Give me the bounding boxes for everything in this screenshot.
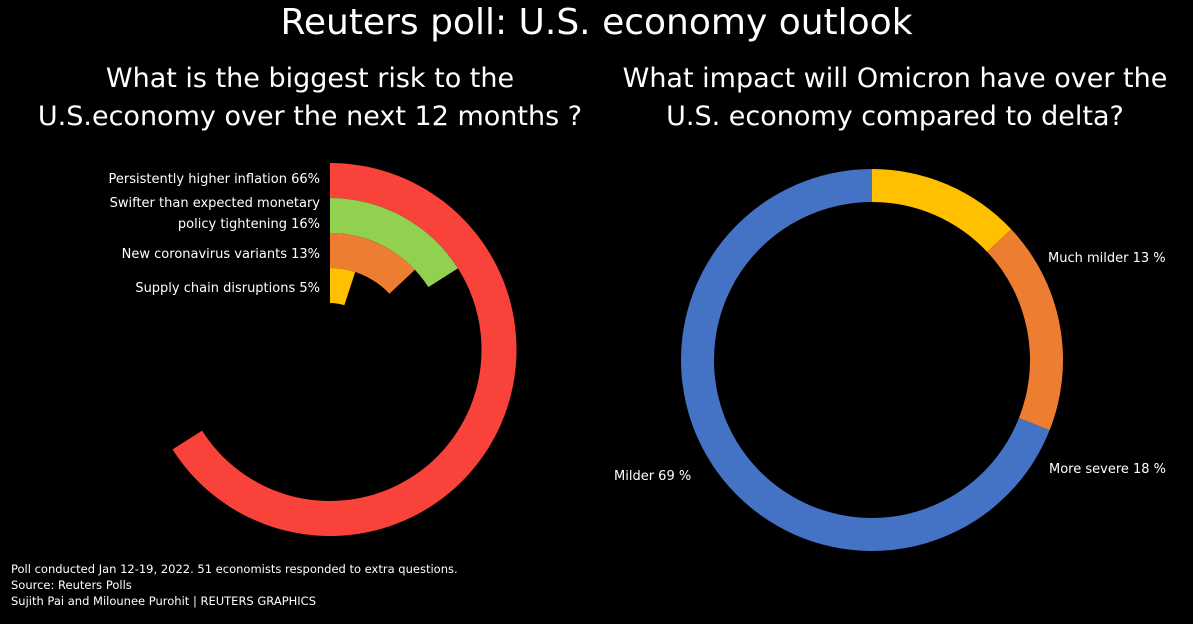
radial-bar-supply-chain-disruptions — [330, 268, 356, 306]
label-monetary-line2: policy tightening 16% — [178, 217, 320, 232]
main-title: Reuters poll: U.S. economy outlook — [280, 2, 913, 43]
note-source: Source: Reuters Polls — [11, 578, 132, 592]
label-coronavirus: New coronavirus variants 13% — [122, 247, 320, 262]
right-chart-title: What impact will Omicron have over the U… — [622, 63, 1168, 132]
footnotes: Poll conducted Jan 12-19, 2022. 51 econo… — [11, 561, 458, 609]
donut-slice-much-milder — [872, 169, 1012, 252]
label-more-severe: More severe 18 % — [1049, 462, 1166, 477]
radial-bar-new-coronavirus-variants — [330, 233, 415, 294]
donut-chart — [681, 169, 1064, 551]
label-supply-chain: Supply chain disruptions 5% — [135, 281, 320, 296]
radial-bar-swifter-than-expected-monetary-policy-tightening — [330, 198, 458, 288]
note-poll: Poll conducted Jan 12-19, 2022. 51 econo… — [11, 562, 458, 576]
note-credits: Sujith Pai and Milounee Purohit | REUTER… — [11, 594, 316, 608]
label-monetary-line1: Swifter than expected monetary — [110, 196, 321, 211]
label-milder: Milder 69 % — [614, 469, 691, 484]
label-much-milder: Much milder 13 % — [1048, 251, 1166, 266]
label-inflation: Persistently higher inflation 66% — [109, 172, 321, 187]
donut-slice-more-severe — [987, 229, 1064, 431]
left-chart-title: What is the biggest risk to the U.S.econ… — [37, 63, 583, 132]
radial-bar-chart — [172, 163, 517, 536]
